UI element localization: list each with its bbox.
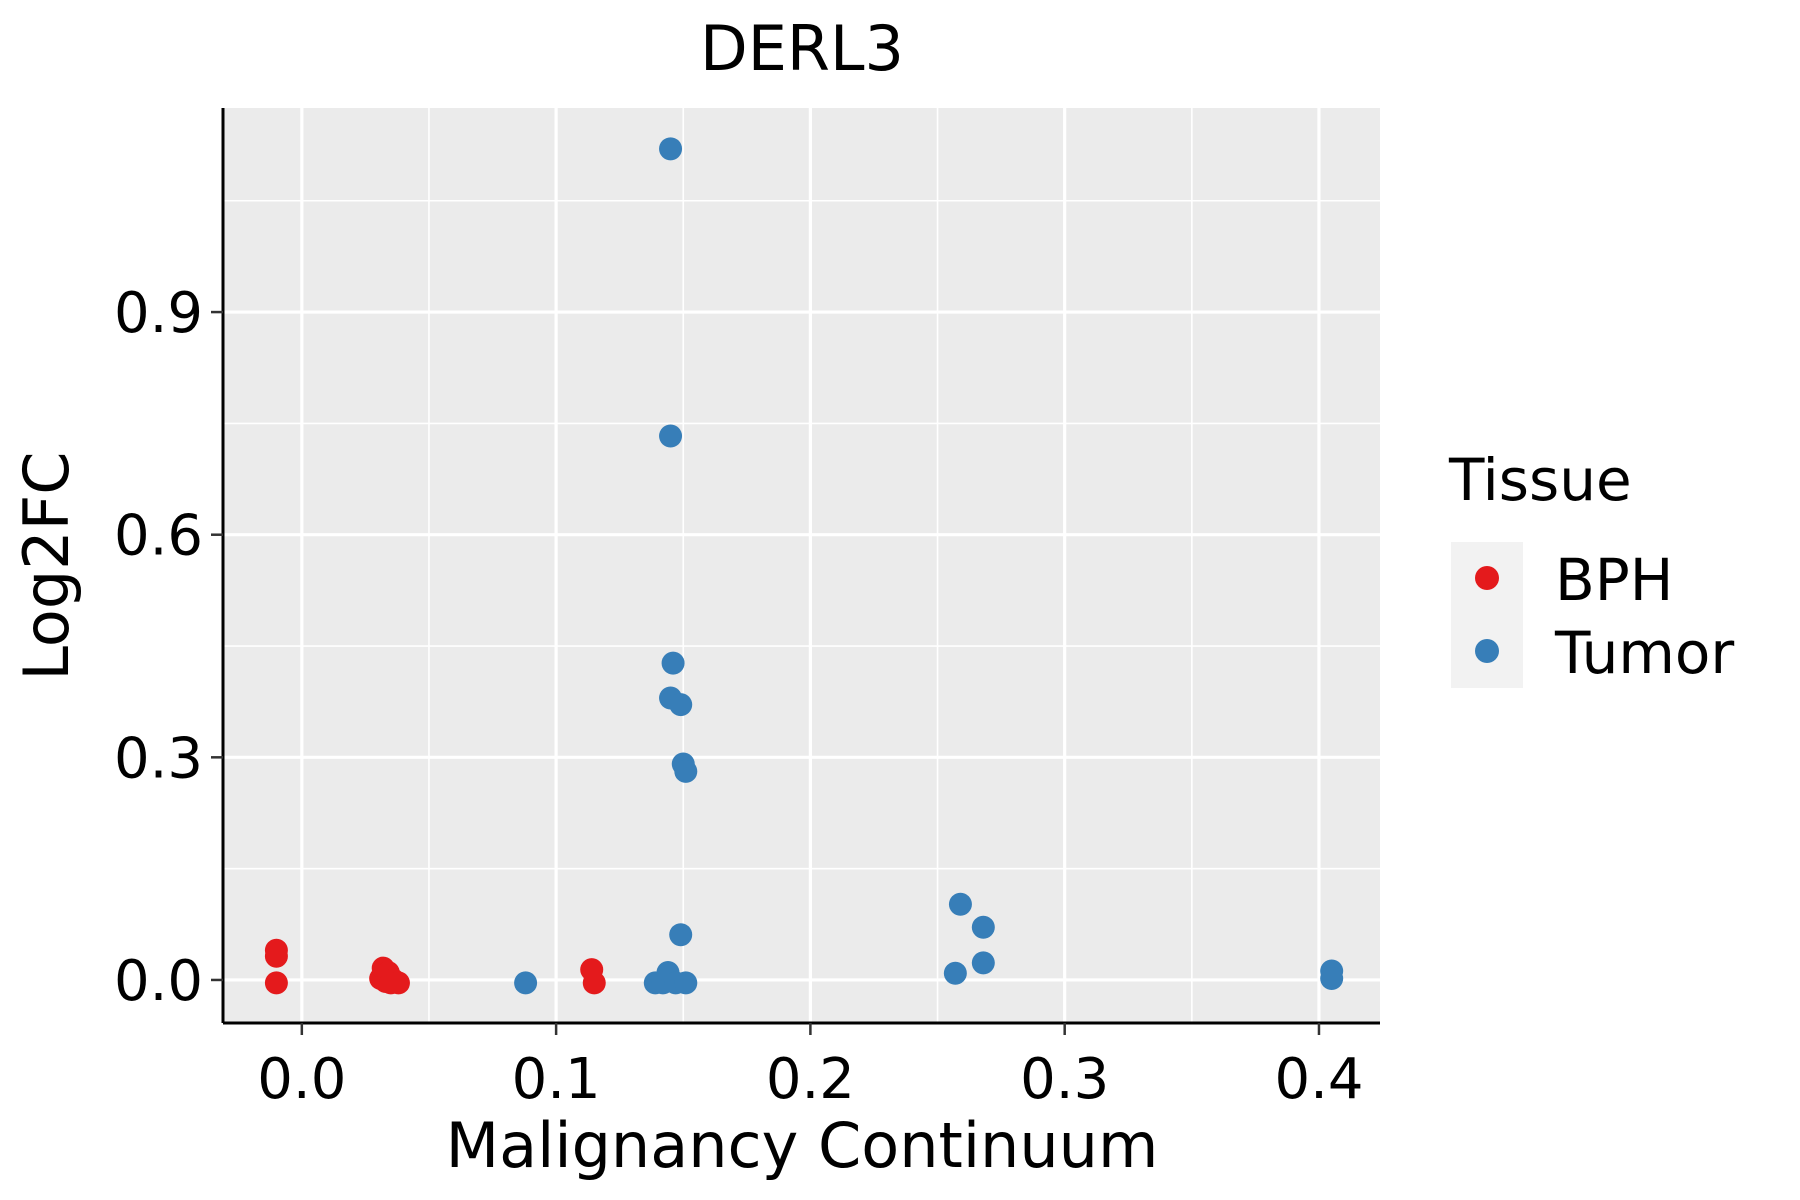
legend-title: Tissue xyxy=(1448,446,1632,514)
y-tick-label: 0.0 xyxy=(114,949,203,1014)
chart-title: DERL3 xyxy=(700,12,904,85)
data-point-tumor xyxy=(659,137,683,161)
legend-tumor-label: Tumor xyxy=(1554,619,1734,687)
data-point-tumor xyxy=(514,971,538,995)
x-ticks: 0.0 0.1 0.2 0.3 0.4 xyxy=(257,1023,1364,1112)
data-point-tumor xyxy=(971,951,995,975)
x-tick-label: 0.1 xyxy=(512,1047,601,1112)
data-point-tumor xyxy=(674,971,698,995)
x-tick-label: 0.4 xyxy=(1274,1047,1363,1112)
data-point-bph xyxy=(264,944,288,968)
data-point-bph xyxy=(386,971,410,995)
x-tick-label: 0.0 xyxy=(257,1047,346,1112)
legend-bph-label: BPH xyxy=(1555,546,1673,614)
x-axis-label: Malignancy Continuum xyxy=(446,1109,1159,1182)
data-points xyxy=(264,137,1344,995)
data-point-tumor xyxy=(1320,966,1344,990)
legend-bph-marker xyxy=(1475,566,1499,590)
data-point-tumor xyxy=(674,759,698,783)
grid-major xyxy=(223,108,1380,1023)
y-ticks: 0.0 0.3 0.6 0.9 xyxy=(114,281,223,1014)
data-point-tumor xyxy=(669,693,693,717)
data-point-tumor xyxy=(948,892,972,916)
y-tick-label: 0.6 xyxy=(114,504,203,569)
y-tick-label: 0.9 xyxy=(114,281,203,346)
legend-key-background xyxy=(1451,542,1523,688)
grid-minor xyxy=(223,108,1380,1023)
data-point-tumor xyxy=(669,923,693,947)
data-point-tumor xyxy=(971,915,995,939)
plot-panel xyxy=(223,108,1380,1023)
y-tick-label: 0.3 xyxy=(114,726,203,791)
y-axis-label: Log2FC xyxy=(10,451,83,680)
data-point-bph xyxy=(264,971,288,995)
legend: Tissue BPH Tumor xyxy=(1448,446,1734,688)
x-tick-label: 0.2 xyxy=(766,1047,855,1112)
data-point-bph xyxy=(582,971,606,995)
data-point-tumor xyxy=(943,961,967,985)
data-point-tumor xyxy=(661,651,685,675)
legend-tumor-marker xyxy=(1475,639,1499,663)
data-point-tumor xyxy=(659,424,683,448)
x-tick-label: 0.3 xyxy=(1020,1047,1109,1112)
